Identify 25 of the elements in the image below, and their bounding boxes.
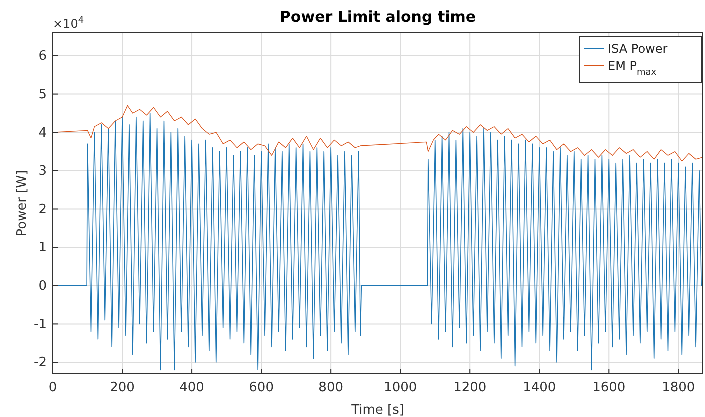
y-tick-label: 0 xyxy=(38,279,47,294)
x-tick-label: 1600 xyxy=(592,380,626,396)
y-tick-label: 3 xyxy=(38,164,47,180)
y-tick-label: 2 xyxy=(38,202,47,218)
chart-title: Power Limit along time xyxy=(280,8,476,26)
y-axis-title: Power [W] xyxy=(15,170,30,237)
x-tick-label: 1800 xyxy=(662,380,696,396)
x-axis-title: Time [s] xyxy=(350,403,404,417)
x-tick-label: 1000 xyxy=(384,380,418,396)
y-tick-label: 1 xyxy=(38,240,47,256)
y-tick-label: 5 xyxy=(38,87,47,102)
legend-label: EM P$_{max}$ xyxy=(608,59,658,78)
x-tick-label: 0 xyxy=(48,380,58,396)
x-tick-label: 400 xyxy=(180,380,204,396)
x-tick-label: 1200 xyxy=(454,380,487,396)
x-tick-label: 800 xyxy=(318,380,344,396)
x-tick-label: 200 xyxy=(110,380,135,396)
x-tick-label: 1400 xyxy=(523,380,556,396)
y-tick-label: 4 xyxy=(38,126,47,141)
legend-label: ISA Power xyxy=(608,42,668,56)
y-tick-label: 6 xyxy=(38,49,47,64)
y-tick-label: -2 xyxy=(34,356,47,371)
text: ×10$^{4}$ xyxy=(53,16,84,31)
y-tick-label: -1 xyxy=(34,317,47,332)
x-tick-label: 600 xyxy=(249,380,274,396)
